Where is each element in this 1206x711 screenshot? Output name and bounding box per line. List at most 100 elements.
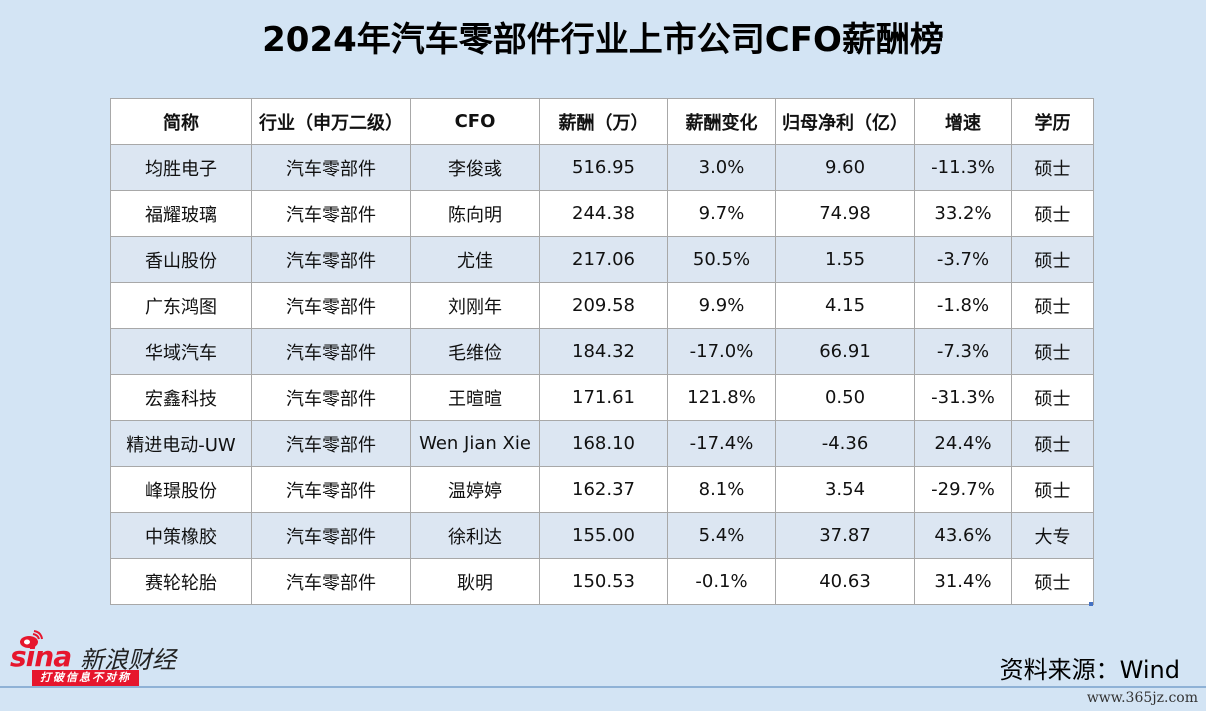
header-salary-change: 薪酬变化: [667, 98, 776, 145]
table-header-row: 简称 行业（申万二级） CFO 薪酬（万） 薪酬变化 归母净利（亿） 增速 学历: [110, 98, 1094, 145]
header-net-profit: 归母净利（亿）: [775, 98, 915, 145]
cell-net-profit: 1.55: [775, 236, 915, 283]
cell-cfo: 毛维俭: [410, 328, 540, 375]
cell-cfo: 刘刚年: [410, 282, 540, 329]
cell-salary: 150.53: [539, 558, 668, 605]
cell-salary: 244.38: [539, 190, 668, 237]
cell-net-profit: 0.50: [775, 374, 915, 421]
cell-net-profit: 40.63: [775, 558, 915, 605]
cell-education: 大专: [1011, 512, 1094, 559]
cell-growth: -11.3%: [914, 144, 1012, 191]
cell-education: 硕士: [1011, 558, 1094, 605]
table-body: 均胜电子 汽车零部件 李俊彧 516.95 3.0% 9.60 -11.3% 硕士 福耀玻璃 汽车…: [110, 144, 1094, 605]
cell-salary-change: -17.0%: [667, 328, 776, 375]
cell-salary-change: 9.7%: [667, 190, 776, 237]
sina-eye-icon: [20, 630, 43, 648]
cell-cfo: 尤佳: [410, 236, 540, 283]
cell-net-profit: 37.87: [775, 512, 915, 559]
cell-abbreviation: 中策橡胶: [110, 512, 252, 559]
header-education: 学历: [1011, 98, 1094, 145]
cell-abbreviation: 香山股份: [110, 236, 252, 283]
cell-industry: 汽车零部件: [251, 236, 411, 283]
cell-industry: 汽车零部件: [251, 282, 411, 329]
table-resize-handle: [1089, 602, 1093, 606]
cell-growth: -1.8%: [914, 282, 1012, 329]
cell-industry: 汽车零部件: [251, 466, 411, 513]
cell-net-profit: 4.15: [775, 282, 915, 329]
cell-abbreviation: 赛轮轮胎: [110, 558, 252, 605]
cell-salary: 168.10: [539, 420, 668, 467]
table-row: 福耀玻璃 汽车零部件 陈向明 244.38 9.7% 74.98 33.2% 硕士: [110, 190, 1094, 237]
cell-cfo: 陈向明: [410, 190, 540, 237]
cell-growth: -31.3%: [914, 374, 1012, 421]
cell-cfo: 王暄暄: [410, 374, 540, 421]
cell-salary-change: -17.4%: [667, 420, 776, 467]
cfo-salary-table: 简称 行业（申万二级） CFO 薪酬（万） 薪酬变化 归母净利（亿） 增速 学历…: [110, 98, 1094, 605]
cell-salary-change: 121.8%: [667, 374, 776, 421]
cell-abbreviation: 广东鸿图: [110, 282, 252, 329]
cell-education: 硕士: [1011, 190, 1094, 237]
cell-growth: 43.6%: [914, 512, 1012, 559]
cell-industry: 汽车零部件: [251, 144, 411, 191]
cell-growth: -3.7%: [914, 236, 1012, 283]
cell-net-profit: 3.54: [775, 466, 915, 513]
cell-growth: 33.2%: [914, 190, 1012, 237]
cell-salary-change: 50.5%: [667, 236, 776, 283]
cell-industry: 汽车零部件: [251, 558, 411, 605]
cell-industry: 汽车零部件: [251, 512, 411, 559]
cell-salary-change: 9.9%: [667, 282, 776, 329]
cell-abbreviation: 华域汽车: [110, 328, 252, 375]
cell-salary: 171.61: [539, 374, 668, 421]
table-row: 广东鸿图 汽车零部件 刘刚年 209.58 9.9% 4.15 -1.8% 硕士: [110, 282, 1094, 329]
cell-industry: 汽车零部件: [251, 328, 411, 375]
table-row: 均胜电子 汽车零部件 李俊彧 516.95 3.0% 9.60 -11.3% 硕士: [110, 144, 1094, 191]
sina-slogan: 打破信息不对称: [32, 670, 139, 686]
table-row: 精进电动-UW 汽车零部件 Wen Jian Xie 168.10 -17.4% -4.3…: [110, 420, 1094, 467]
table-row: 中策橡胶 汽车零部件 徐利达 155.00 5.4% 37.87 43.6% 大专: [110, 512, 1094, 559]
header-industry: 行业（申万二级）: [251, 98, 411, 145]
header-abbreviation: 简称: [110, 98, 252, 145]
cell-salary: 516.95: [539, 144, 668, 191]
cell-net-profit: 9.60: [775, 144, 915, 191]
cell-abbreviation: 宏鑫科技: [110, 374, 252, 421]
cell-abbreviation: 峰璟股份: [110, 466, 252, 513]
cell-net-profit: 74.98: [775, 190, 915, 237]
sina-finance-logo: sina 新浪财经 打破信息不对称: [8, 628, 178, 686]
cell-industry: 汽车零部件: [251, 420, 411, 467]
cell-industry: 汽车零部件: [251, 374, 411, 421]
cfo-salary-table-container: 简称 行业（申万二级） CFO 薪酬（万） 薪酬变化 归母净利（亿） 增速 学历…: [110, 98, 1094, 606]
header-cfo: CFO: [410, 98, 540, 145]
sina-finance-name: 新浪财经: [80, 646, 176, 674]
cell-education: 硕士: [1011, 374, 1094, 421]
cell-salary: 162.37: [539, 466, 668, 513]
cell-education: 硕士: [1011, 466, 1094, 513]
cell-cfo: 温婷婷: [410, 466, 540, 513]
cell-growth: 31.4%: [914, 558, 1012, 605]
cell-education: 硕士: [1011, 236, 1094, 283]
cell-education: 硕士: [1011, 328, 1094, 375]
cell-salary: 209.58: [539, 282, 668, 329]
cell-salary-change: 5.4%: [667, 512, 776, 559]
cell-growth: -29.7%: [914, 466, 1012, 513]
table-row: 峰璟股份 汽车零部件 温婷婷 162.37 8.1% 3.54 -29.7% 硕士: [110, 466, 1094, 513]
data-source: 资料来源：Wind: [999, 656, 1180, 684]
sina-logo-text: sina: [10, 640, 72, 673]
cell-cfo: 徐利达: [410, 512, 540, 559]
header-growth: 增速: [914, 98, 1012, 145]
cell-salary-change: -0.1%: [667, 558, 776, 605]
cell-education: 硕士: [1011, 144, 1094, 191]
cell-education: 硕士: [1011, 282, 1094, 329]
cell-growth: 24.4%: [914, 420, 1012, 467]
cell-salary: 155.00: [539, 512, 668, 559]
cell-abbreviation: 福耀玻璃: [110, 190, 252, 237]
cell-cfo: Wen Jian Xie: [410, 420, 540, 467]
site-watermark: www.365jz.com: [1086, 690, 1198, 706]
cell-abbreviation: 均胜电子: [110, 144, 252, 191]
cell-salary-change: 8.1%: [667, 466, 776, 513]
cell-net-profit: -4.36: [775, 420, 915, 467]
page-title: 2024年汽车零部件行业上市公司CFO薪酬榜: [262, 20, 944, 60]
cell-cfo: 耿明: [410, 558, 540, 605]
header-salary: 薪酬（万）: [539, 98, 668, 145]
cell-industry: 汽车零部件: [251, 190, 411, 237]
table-row: 赛轮轮胎 汽车零部件 耿明 150.53 -0.1% 40.63 31.4% 硕士: [110, 558, 1094, 605]
